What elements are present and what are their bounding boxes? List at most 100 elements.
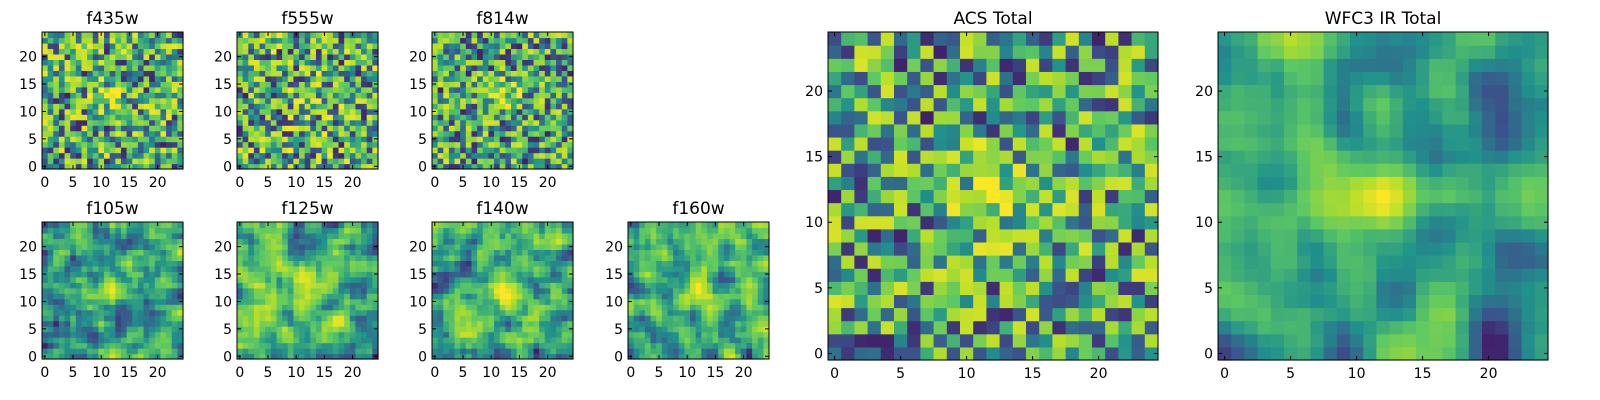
heatmap-cell (505, 337, 512, 344)
heatmap-cell (270, 249, 278, 256)
heatmap-cell (47, 86, 54, 93)
heatmap-cell (120, 298, 128, 305)
heatmap-cell (75, 260, 83, 267)
heatmap-cell (499, 125, 506, 132)
heatmap-cell (304, 304, 311, 311)
heatmap-cell (304, 37, 311, 44)
heatmap-cell (120, 64, 128, 71)
heatmap-cell (270, 353, 278, 360)
heatmap-cell (527, 254, 535, 261)
heatmap-cell (712, 243, 719, 250)
heatmap-cell (293, 70, 300, 77)
heatmap-cell (516, 108, 523, 115)
heatmap-cell (321, 108, 328, 115)
heatmap-cell (47, 315, 54, 322)
heatmap-cell (494, 249, 501, 256)
heatmap-cell (673, 326, 680, 333)
heatmap-cell (154, 243, 162, 250)
heatmap-cell (465, 86, 473, 93)
heatmap-cell (437, 293, 444, 300)
heatmap-cell (64, 348, 71, 355)
heatmap-cell (75, 331, 83, 338)
heatmap-cell (287, 249, 294, 256)
heatmap-cell (690, 287, 697, 294)
heatmap-cell (443, 293, 450, 300)
heatmap-cell (126, 331, 133, 338)
heatmap-cell (315, 114, 323, 121)
heatmap-cell (432, 103, 439, 110)
heatmap-cell (104, 158, 111, 165)
heatmap-cell (276, 260, 283, 267)
heatmap-cell (443, 59, 450, 66)
heatmap-cell (126, 130, 133, 137)
heatmap-cell (53, 59, 60, 66)
heatmap-cell (143, 97, 150, 104)
heatmap-cell (282, 271, 289, 278)
heatmap-cell (678, 353, 685, 360)
heatmap-cell (321, 315, 328, 322)
heatmap-cell (1092, 215, 1106, 230)
heatmap-cell (120, 315, 128, 322)
heatmap-cell (673, 348, 680, 355)
heatmap-cell (527, 97, 535, 104)
heatmap-cell (70, 243, 77, 250)
heatmap-cell (527, 86, 535, 93)
heatmap-cell (248, 348, 255, 355)
heatmap-cell (166, 320, 173, 327)
heatmap-cell (460, 260, 467, 267)
heatmap-cell (740, 342, 748, 349)
heatmap-cell (338, 81, 345, 88)
heatmap-cell (64, 152, 71, 159)
heatmap-cell (505, 64, 512, 71)
x-tick-label: 15 (316, 175, 334, 191)
heatmap-cell (746, 265, 753, 272)
heatmap-cell (644, 353, 652, 360)
heatmap-cell (332, 315, 340, 322)
heatmap-cell (282, 337, 289, 344)
heatmap-cell (366, 114, 373, 121)
heatmap-cell (132, 81, 139, 88)
heatmap-cell (242, 260, 249, 267)
heatmap-cell (58, 298, 66, 305)
heatmap-cell (282, 70, 289, 77)
heatmap-cell (248, 114, 255, 121)
heatmap-cell (276, 271, 283, 278)
heatmap-cell (310, 265, 317, 272)
heatmap-cell (132, 254, 139, 261)
heatmap-cell (695, 265, 702, 272)
heatmap-cell (567, 64, 574, 71)
y-tick-label: 20 (19, 50, 37, 66)
heatmap-cell (81, 48, 88, 55)
heatmap-cell (171, 348, 178, 355)
heatmap-cell (701, 287, 708, 294)
heatmap-cell (315, 108, 323, 115)
heatmap-cell (516, 238, 523, 245)
heatmap-cell (126, 37, 133, 44)
heatmap-cell (87, 64, 94, 71)
heatmap-cell (81, 37, 88, 44)
heatmap-cell (448, 276, 456, 283)
heatmap-cell (494, 86, 501, 93)
heatmap-cell (287, 97, 294, 104)
heatmap-cell (361, 70, 368, 77)
heatmap-cell (443, 315, 450, 322)
heatmap-f125w (237, 222, 379, 360)
heatmap-cell (115, 163, 122, 170)
heatmap-cell (550, 114, 557, 121)
heatmap-cell (171, 130, 178, 137)
heatmap-cell (109, 342, 116, 349)
heatmap-cell (695, 227, 702, 234)
heatmap-cell (109, 287, 116, 294)
heatmap-cell (372, 238, 379, 245)
heatmap-cell (149, 53, 156, 60)
heatmap-cell (242, 158, 249, 165)
heatmap-cell (567, 315, 574, 322)
heatmap-cell (361, 298, 368, 305)
panel-title: f814w (476, 9, 528, 29)
heatmap-cell (109, 108, 116, 115)
heatmap-cell (53, 315, 60, 322)
heatmap-cell (454, 342, 461, 349)
heatmap-cell (920, 333, 935, 348)
heatmap-cell (265, 75, 272, 82)
heatmap-cell (53, 86, 60, 93)
